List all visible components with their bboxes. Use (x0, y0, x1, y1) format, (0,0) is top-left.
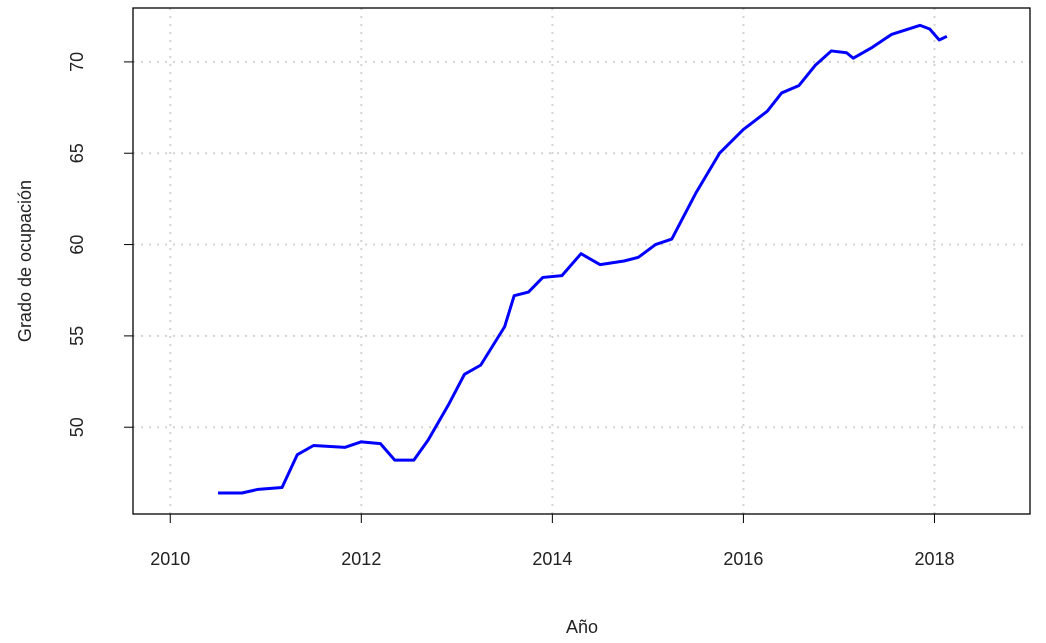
y-tick-label: 55 (67, 326, 87, 346)
x-tick-label: 2010 (150, 549, 190, 569)
x-tick-label: 2016 (723, 549, 763, 569)
x-tick-label: 2018 (914, 549, 954, 569)
y-tick-label: 65 (67, 143, 87, 163)
y-axis-label: Grado de ocupación (15, 180, 35, 342)
plot-frame (132, 7, 1031, 515)
x-tick-label: 2012 (341, 549, 381, 569)
x-axis-label: Año (566, 617, 598, 637)
y-tick-label: 50 (67, 417, 87, 437)
y-tick-label: 70 (67, 52, 87, 72)
data-line (218, 23, 948, 495)
x-tick-label: 2014 (532, 549, 572, 569)
y-tick-label: 60 (67, 235, 87, 255)
